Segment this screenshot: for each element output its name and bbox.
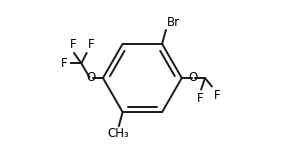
- Text: O: O: [87, 71, 96, 85]
- Text: Br: Br: [167, 16, 180, 29]
- Text: F: F: [214, 89, 220, 102]
- Text: F: F: [69, 38, 76, 51]
- Text: F: F: [61, 57, 68, 70]
- Text: F: F: [197, 92, 204, 105]
- Text: CH₃: CH₃: [107, 127, 129, 140]
- Text: O: O: [189, 71, 198, 85]
- Text: F: F: [88, 38, 94, 51]
